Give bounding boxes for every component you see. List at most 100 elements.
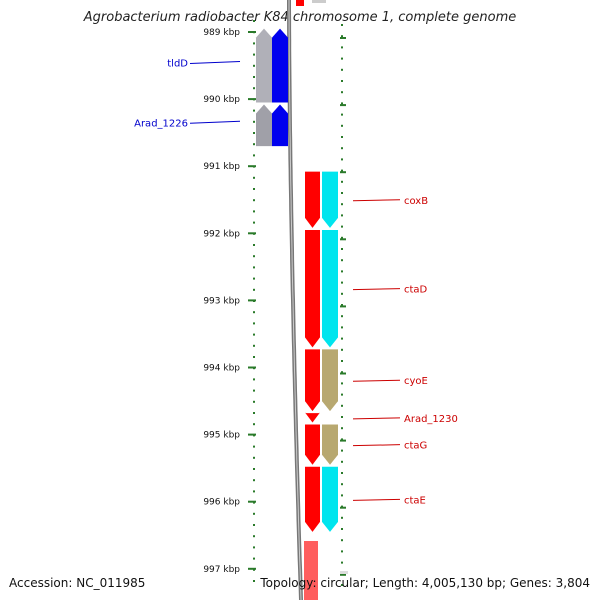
left-ruler-dot [253, 322, 255, 325]
left-ruler-dot [253, 188, 255, 190]
gene-label-cyoe: cyoE [404, 376, 428, 387]
ruler-major-tick [248, 232, 256, 235]
left-ruler-dot [253, 333, 255, 336]
context-cog-top [312, 0, 326, 3]
ruler-label: 993 kbp [203, 296, 240, 306]
left-ruler-dot [253, 512, 255, 515]
left-ruler-dot [253, 535, 255, 538]
gene-arrow-ctag [305, 424, 320, 465]
right-ruler-dot [341, 472, 343, 474]
right-ruler-dot [341, 584, 343, 586]
left-ruler-dot [253, 378, 255, 381]
gene-arrow-ctad [305, 229, 320, 348]
cog-arrow-coxb [322, 171, 338, 228]
left-ruler-dot [253, 154, 255, 157]
left-ruler-dot [253, 400, 255, 403]
left-ruler-dot [253, 412, 255, 414]
cog-arrow-tldd [256, 28, 272, 103]
gene-label-ctae: ctaE [404, 495, 426, 506]
left-ruler-dot [253, 42, 255, 45]
ruler-label: 995 kbp [203, 431, 240, 441]
gene-label-coxb: coxB [404, 196, 428, 207]
left-ruler-dot [253, 389, 255, 392]
right-ruler-dot [341, 304, 343, 306]
right-ruler-tick [340, 37, 346, 39]
right-ruler-dot [341, 483, 343, 486]
gene-leader-cyoe [352, 379, 401, 382]
right-ruler-dot [341, 348, 343, 351]
left-ruler-dot [253, 546, 255, 549]
left-ruler-dot [253, 64, 255, 67]
backbone-highlight [288, 0, 302, 600]
right-ruler-dot [341, 281, 343, 284]
right-ruler-dot [341, 270, 343, 273]
context-cog-bottom [340, 571, 348, 574]
gene-leader-tldd [189, 61, 241, 65]
gene-leader-ctag [352, 444, 401, 447]
context-gene-bottom [304, 541, 318, 600]
left-ruler-dot [253, 53, 255, 56]
ruler-major-tick [248, 366, 256, 369]
ruler-label: 996 kbp [203, 498, 240, 508]
map-title: Agrobacterium radiobacter K84 chromosome… [83, 10, 517, 25]
right-ruler-dot [341, 460, 343, 463]
left-ruler-dot [253, 244, 255, 246]
right-ruler-dot [341, 259, 343, 262]
right-ruler-dot [341, 147, 343, 150]
right-ruler-tick [340, 439, 346, 442]
left-ruler-dot [253, 109, 255, 112]
right-ruler-dot [341, 248, 343, 250]
left-ruler-dot [253, 311, 255, 314]
gene-label-ctag: ctaG [404, 441, 427, 452]
gene-label-arad-1230: Arad_1230 [404, 414, 458, 425]
ruler-major-tick [248, 500, 256, 503]
gene-leader-ctae [352, 498, 401, 501]
right-ruler-dot [341, 550, 343, 553]
right-ruler-dot [341, 68, 343, 71]
right-ruler-dot [341, 180, 343, 183]
genome-summary-label: Topology: circular; Length: 4,005,130 bp… [260, 576, 590, 590]
right-ruler-dot [341, 169, 343, 172]
right-ruler-dot [341, 371, 343, 374]
ruler-major-tick [248, 31, 256, 33]
ruler-major-tick [248, 165, 256, 168]
ruler-label: 997 kbp [203, 565, 240, 575]
left-ruler-dot [253, 288, 255, 291]
right-ruler-dot [341, 561, 343, 564]
right-ruler-dot [341, 158, 343, 161]
right-ruler-tick [340, 238, 346, 241]
right-ruler-dot [341, 46, 343, 49]
left-ruler-dot [253, 76, 255, 78]
gene-arrow-tldd [272, 28, 288, 103]
right-ruler-dot [341, 124, 343, 127]
right-ruler-dot [341, 360, 343, 362]
left-ruler-dot [253, 479, 255, 482]
left-ruler-dot [253, 255, 255, 258]
right-ruler-dot [341, 102, 343, 105]
right-ruler-dot [341, 24, 343, 26]
right-ruler-dot [341, 136, 343, 138]
gene-leader-arad-1230 [352, 417, 401, 420]
gene-leader-arad-1226 [189, 120, 241, 124]
left-ruler-dot [253, 423, 255, 426]
right-ruler-dot [341, 539, 343, 542]
right-ruler-dot [341, 449, 343, 452]
right-ruler-dot [341, 505, 343, 508]
right-ruler-dot [341, 203, 343, 206]
right-ruler-dot [341, 192, 343, 194]
right-ruler-dot [341, 113, 343, 116]
left-ruler-dot [253, 445, 255, 448]
ruler-major-tick [248, 567, 256, 570]
left-ruler-dot [253, 344, 255, 347]
cog-arrow-ctad [322, 229, 338, 348]
backbone [287, 0, 303, 600]
right-ruler-dot [341, 416, 343, 418]
gene-arrow-coxb [305, 171, 320, 228]
right-ruler-dot [341, 35, 343, 38]
gene-arrow-cyoe [305, 349, 320, 412]
left-ruler-dot [253, 456, 255, 459]
cog-arrow-ctag [322, 424, 338, 465]
right-ruler-dot [341, 292, 343, 295]
right-ruler-tick [340, 305, 346, 308]
